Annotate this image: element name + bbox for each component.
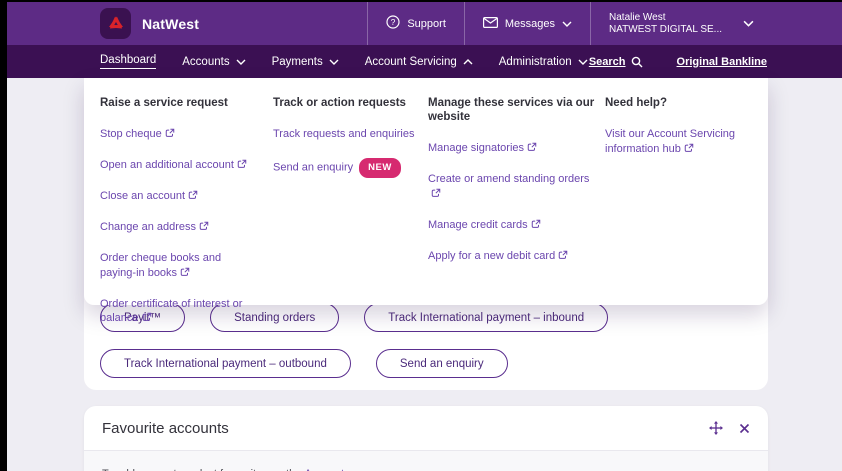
column-heading: Raise a service request <box>100 97 228 109</box>
nav-item-administration[interactable]: Administration <box>499 53 588 71</box>
stop-cheque-link[interactable]: Stop cheque <box>100 127 258 142</box>
external-link-icon <box>188 190 198 199</box>
chevron-down-icon <box>743 18 754 30</box>
track-requests-enquiries-link[interactable]: Track requests and enquiries <box>273 128 415 140</box>
svg-text:?: ? <box>391 17 396 27</box>
megamenu-column-manage-services: Manage these services via our website Ma… <box>428 96 598 280</box>
top-bar: NatWest ? Support Messages Natalie <box>7 2 842 45</box>
megamenu-column-raise-request: Raise a service request Stop cheque Open… <box>100 96 258 342</box>
external-link-icon <box>180 267 190 276</box>
nav-item-account-servicing[interactable]: Account Servicing <box>365 53 473 71</box>
top-bar-spacer <box>772 2 842 45</box>
support-button[interactable]: ? Support <box>367 2 464 45</box>
nav-item-dashboard[interactable]: Dashboard <box>100 51 157 72</box>
help-icon: ? <box>386 15 400 32</box>
search-button[interactable]: Search <box>589 56 643 68</box>
favourite-accounts-hint: To add accounts, select favourites on th… <box>84 451 768 471</box>
chevron-down-icon <box>236 59 246 65</box>
track-international-inbound-button[interactable]: Track International payment – inbound <box>364 303 609 332</box>
column-heading: Need help? <box>605 97 667 109</box>
messages-label: Messages <box>504 17 556 30</box>
messages-button[interactable]: Messages <box>463 2 590 45</box>
external-link-icon <box>237 159 247 168</box>
close-widget-icon[interactable] <box>739 423 750 434</box>
user-name: Natalie West <box>609 11 666 23</box>
external-link-icon <box>531 219 540 228</box>
create-amend-standing-orders-link[interactable]: Create or amend standing orders <box>428 172 598 201</box>
favourite-accounts-card: Favourite accounts To add accounts, sele… <box>84 406 768 471</box>
support-label: Support <box>407 17 446 30</box>
nav-items: Dashboard Accounts Payments Account Serv… <box>100 51 588 72</box>
nav-right: Search Original Bankline <box>589 56 767 68</box>
megamenu-column-track-requests: Track or action requests Track requests … <box>273 96 418 194</box>
brand-name: NatWest <box>142 15 200 32</box>
user-menu-button[interactable]: Natalie West NATWEST DIGITAL SE... <box>590 2 772 45</box>
chevron-down-icon <box>578 59 588 65</box>
search-icon <box>631 56 643 67</box>
natwest-logo-icon <box>100 8 131 39</box>
external-link-icon <box>527 142 537 151</box>
shortcut-row-2: Track International payment – outbound S… <box>100 349 508 378</box>
standing-orders-button[interactable]: Standing orders <box>210 303 340 332</box>
top-bar-actions: ? Support Messages Natalie West NATWEST … <box>367 2 842 45</box>
chevron-down-icon <box>329 59 339 65</box>
close-account-link[interactable]: Close an account <box>100 189 258 204</box>
column-heading: Track or action requests <box>273 97 406 109</box>
manage-signatories-link[interactable]: Manage signatories <box>428 141 598 156</box>
brand[interactable]: NatWest <box>100 8 199 39</box>
send-enquiry-link[interactable]: Send an enquiry NEW <box>273 158 418 178</box>
user-identity: Natalie West NATWEST DIGITAL SE... <box>609 12 722 36</box>
accounts-page-link[interactable]: Accounts <box>304 468 349 471</box>
column-heading: Manage these services via our website <box>428 97 595 123</box>
account-servicing-megamenu: Raise a service request Stop cheque Open… <box>84 78 768 324</box>
external-link-icon <box>684 143 694 152</box>
external-link-icon <box>558 250 568 259</box>
original-bankline-link[interactable]: Original Bankline <box>676 55 767 68</box>
order-cheque-books-link[interactable]: Order cheque books and paying-in books <box>100 252 222 279</box>
external-link-icon <box>431 188 441 197</box>
user-org: NATWEST DIGITAL SE... <box>609 23 722 35</box>
change-address-link[interactable]: Change an address <box>100 220 258 235</box>
card-controls <box>709 421 750 435</box>
chevron-up-icon <box>463 58 473 64</box>
favourite-accounts-title: Favourite accounts <box>102 419 229 437</box>
manage-credit-cards-link[interactable]: Manage credit cards <box>428 218 598 233</box>
bankline-app: NatWest ? Support Messages Natalie <box>7 2 842 471</box>
track-international-outbound-button[interactable]: Track International payment – outbound <box>100 349 351 378</box>
external-link-icon <box>142 312 151 321</box>
new-badge: NEW <box>359 158 401 178</box>
hint-prefix: To add accounts, select favourites on th… <box>102 468 301 471</box>
megamenu-column-need-help: Need help? Visit our Account Servicing i… <box>605 96 757 173</box>
hint-suffix: page <box>353 468 377 471</box>
nav-item-payments[interactable]: Payments <box>272 53 339 71</box>
favourite-accounts-header: Favourite accounts <box>84 406 768 451</box>
main-nav: Dashboard Accounts Payments Account Serv… <box>7 45 842 78</box>
external-link-icon <box>199 221 209 230</box>
envelope-icon <box>482 16 498 31</box>
nav-item-accounts[interactable]: Accounts <box>182 53 246 71</box>
shortcut-row-1: Payit™ Standing orders Track Internation… <box>100 303 609 332</box>
payments-shortcuts-card: Payit™ Standing orders Track Internation… <box>84 238 768 390</box>
account-servicing-info-hub-link[interactable]: Visit our Account Servicing information … <box>605 128 736 155</box>
order-certificate-link[interactable]: Order certificate of interest or balance <box>100 297 243 325</box>
send-enquiry-button[interactable]: Send an enquiry <box>375 349 508 378</box>
chevron-down-icon <box>562 18 572 30</box>
move-widget-icon[interactable] <box>709 421 723 435</box>
external-link-icon <box>165 128 175 137</box>
open-additional-account-link[interactable]: Open an additional account <box>100 158 258 173</box>
apply-new-debit-card-link[interactable]: Apply for a new debit card <box>428 249 598 264</box>
